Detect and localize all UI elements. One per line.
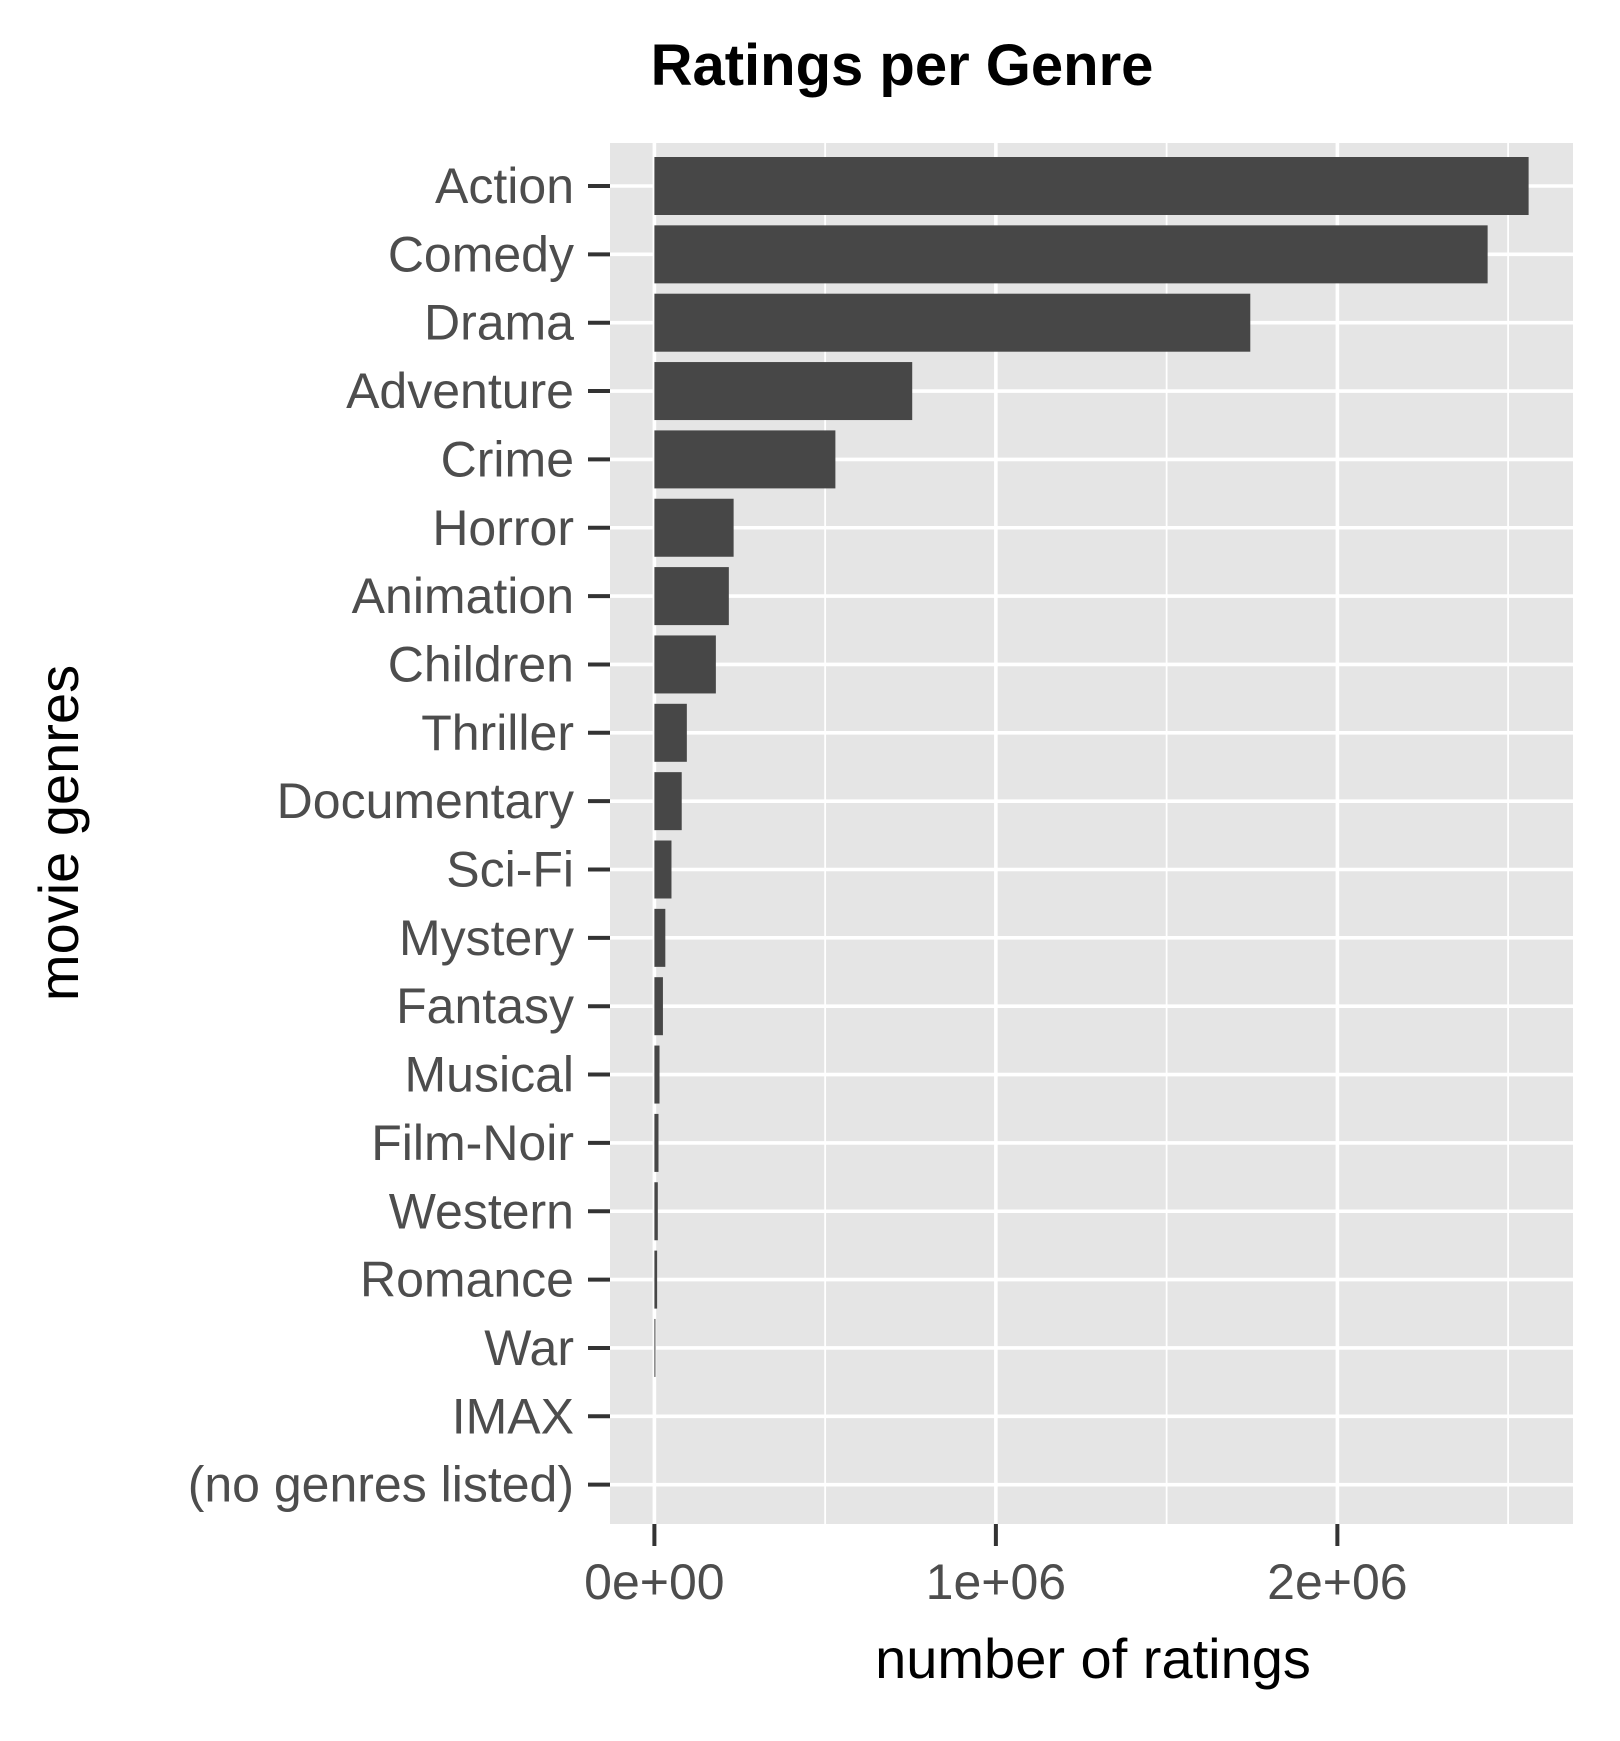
x-tick-label: 2e+06 — [1267, 1554, 1407, 1610]
bar-film-noir — [654, 1113, 659, 1172]
y-tick-label: Children — [388, 636, 574, 692]
bar-fantasy — [654, 977, 663, 1036]
x-tick-label: 1e+06 — [926, 1554, 1066, 1610]
bars-group — [654, 157, 1529, 1377]
bar-documentary — [654, 772, 682, 831]
bar-horror — [654, 498, 734, 557]
y-tick-label: War — [484, 1320, 574, 1376]
y-tick-label: Fantasy — [396, 978, 574, 1034]
y-tick-label: Western — [389, 1183, 574, 1239]
y-tick-label: Horror — [432, 500, 574, 556]
y-tick-label: IMAX — [452, 1388, 574, 1444]
bar-animation — [654, 567, 729, 626]
bar-crime — [654, 430, 836, 489]
y-tick-label: Film-Noir — [371, 1115, 574, 1171]
bar-mystery — [654, 908, 666, 967]
x-tick-label: 0e+00 — [584, 1554, 724, 1610]
y-tick-label: Mystery — [399, 910, 574, 966]
y-tick-label: Crime — [441, 431, 574, 487]
bar-romance — [654, 1250, 658, 1309]
bar-action — [654, 157, 1529, 215]
y-tick-label: Action — [435, 158, 574, 214]
bar-western — [654, 1182, 658, 1241]
y-tick-label: Thriller — [421, 705, 574, 761]
y-tick-label: Comedy — [388, 226, 574, 282]
y-axis-title: movie genres — [27, 665, 90, 1001]
x-axis-title: number of ratings — [875, 1627, 1311, 1690]
bar-musical — [654, 1045, 660, 1104]
y-tick-label: Animation — [352, 568, 574, 624]
bar-drama — [654, 293, 1251, 352]
x-axis: 0e+00 1e+06 2e+06 — [584, 1524, 1408, 1610]
y-tick-label: Musical — [405, 1047, 574, 1103]
y-axis: Action Comedy Drama Adventure Crime Horror Ani… — [188, 158, 610, 1513]
y-tick-label: Drama — [424, 295, 574, 351]
chart-title: Ratings per Genre — [651, 33, 1154, 98]
y-tick-label: (no genres listed) — [188, 1457, 574, 1513]
bar-sci-fi — [654, 840, 672, 899]
bar-war — [654, 1318, 656, 1377]
bar-thriller — [654, 703, 687, 762]
bar-children — [654, 635, 716, 694]
bar-adventure — [654, 362, 913, 421]
bar-comedy — [654, 225, 1488, 284]
y-tick-label: Adventure — [346, 363, 574, 419]
y-tick-label: Documentary — [277, 773, 574, 829]
y-tick-label: Romance — [360, 1252, 574, 1308]
y-tick-label: Sci-Fi — [446, 842, 574, 898]
